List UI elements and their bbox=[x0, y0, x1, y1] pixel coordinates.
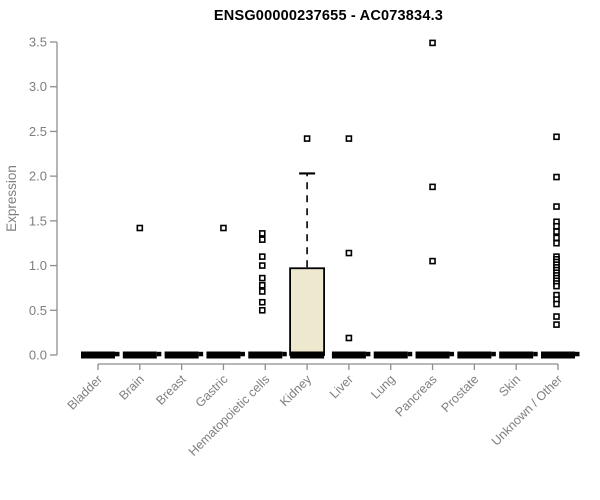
outlier-point bbox=[429, 257, 436, 265]
x-tick-label: Bladder bbox=[65, 372, 105, 412]
outlier-point bbox=[258, 288, 266, 295]
chart-title: ENSG00000237655 - AC073834.3 bbox=[213, 8, 444, 24]
y-tick-label: 1.5 bbox=[29, 213, 47, 228]
x-tick-label: Lung bbox=[368, 372, 398, 402]
outlier-point bbox=[258, 281, 266, 289]
median-bar bbox=[415, 351, 450, 359]
median-bar bbox=[541, 351, 575, 359]
median-bar bbox=[499, 351, 534, 359]
outlier-point bbox=[258, 274, 266, 282]
y-tick-label: 2.0 bbox=[29, 169, 47, 184]
outlier-point bbox=[553, 321, 560, 328]
zero-point bbox=[365, 351, 371, 357]
x-tick-label: Liver bbox=[327, 372, 356, 401]
zero-point bbox=[115, 351, 120, 357]
outlier-point bbox=[553, 313, 560, 320]
outlier-point bbox=[553, 133, 560, 141]
outlier-point bbox=[553, 239, 560, 247]
median-bar bbox=[331, 351, 366, 359]
outlier-point bbox=[553, 228, 560, 235]
outlier-point bbox=[303, 135, 311, 142]
outlier-point bbox=[258, 262, 266, 269]
zero-point bbox=[533, 351, 538, 357]
median-bar bbox=[122, 351, 157, 359]
x-tick-label: Breast bbox=[153, 372, 189, 408]
outlier-point bbox=[345, 334, 353, 342]
x-tick-label: Kidney bbox=[277, 372, 314, 409]
outlier-point bbox=[258, 230, 266, 237]
y-tick-label: 1.0 bbox=[29, 258, 47, 273]
zero-point bbox=[491, 351, 496, 357]
x-tick-label: Prostate bbox=[439, 372, 482, 415]
zero-point bbox=[156, 351, 162, 357]
zero-point bbox=[407, 351, 413, 357]
y-tick-label: 3.0 bbox=[29, 79, 47, 94]
median-bar bbox=[206, 351, 241, 359]
outlier-point bbox=[345, 135, 353, 142]
zero-point bbox=[198, 351, 204, 357]
outlier-point bbox=[258, 306, 266, 314]
outlier-point bbox=[553, 300, 560, 308]
y-tick-label: 0.0 bbox=[29, 348, 47, 363]
outlier-point bbox=[136, 224, 144, 232]
x-tick-label: Pancreas bbox=[392, 372, 439, 419]
x-tick-label: Gastric bbox=[193, 372, 231, 410]
outlier-point bbox=[345, 249, 353, 257]
median-bar bbox=[457, 351, 492, 359]
x-tick-label: Hematopoietic cells bbox=[186, 372, 273, 459]
y-axis-title: Expression bbox=[4, 165, 19, 232]
median-bar bbox=[290, 351, 325, 359]
x-tick-label: Brain bbox=[116, 372, 147, 403]
outlier-point bbox=[553, 234, 560, 242]
outlier-point bbox=[220, 224, 227, 232]
x-tick-label: Unknown / Other bbox=[489, 372, 565, 448]
outlier-point bbox=[553, 282, 560, 290]
box bbox=[289, 267, 325, 356]
outlier-point bbox=[553, 222, 560, 230]
zero-point bbox=[575, 351, 580, 357]
x-tick-label: Skin bbox=[496, 372, 523, 399]
y-tick-label: 3.5 bbox=[29, 35, 47, 50]
y-tick-label: 0.5 bbox=[29, 303, 47, 318]
zero-point bbox=[449, 351, 455, 357]
outlier-point bbox=[258, 298, 266, 306]
outlier-point bbox=[258, 236, 266, 243]
median-bar bbox=[81, 351, 115, 359]
outlier-point bbox=[553, 203, 560, 210]
median-bar bbox=[164, 351, 199, 359]
median-bar bbox=[373, 351, 408, 359]
outlier-point bbox=[258, 253, 266, 260]
outlier-point bbox=[429, 183, 436, 191]
median-bar bbox=[248, 351, 283, 359]
zero-point bbox=[240, 351, 245, 357]
outlier-point bbox=[429, 39, 436, 47]
outlier-point bbox=[553, 173, 560, 181]
zero-point bbox=[282, 351, 287, 357]
y-tick-label: 2.5 bbox=[29, 124, 47, 139]
